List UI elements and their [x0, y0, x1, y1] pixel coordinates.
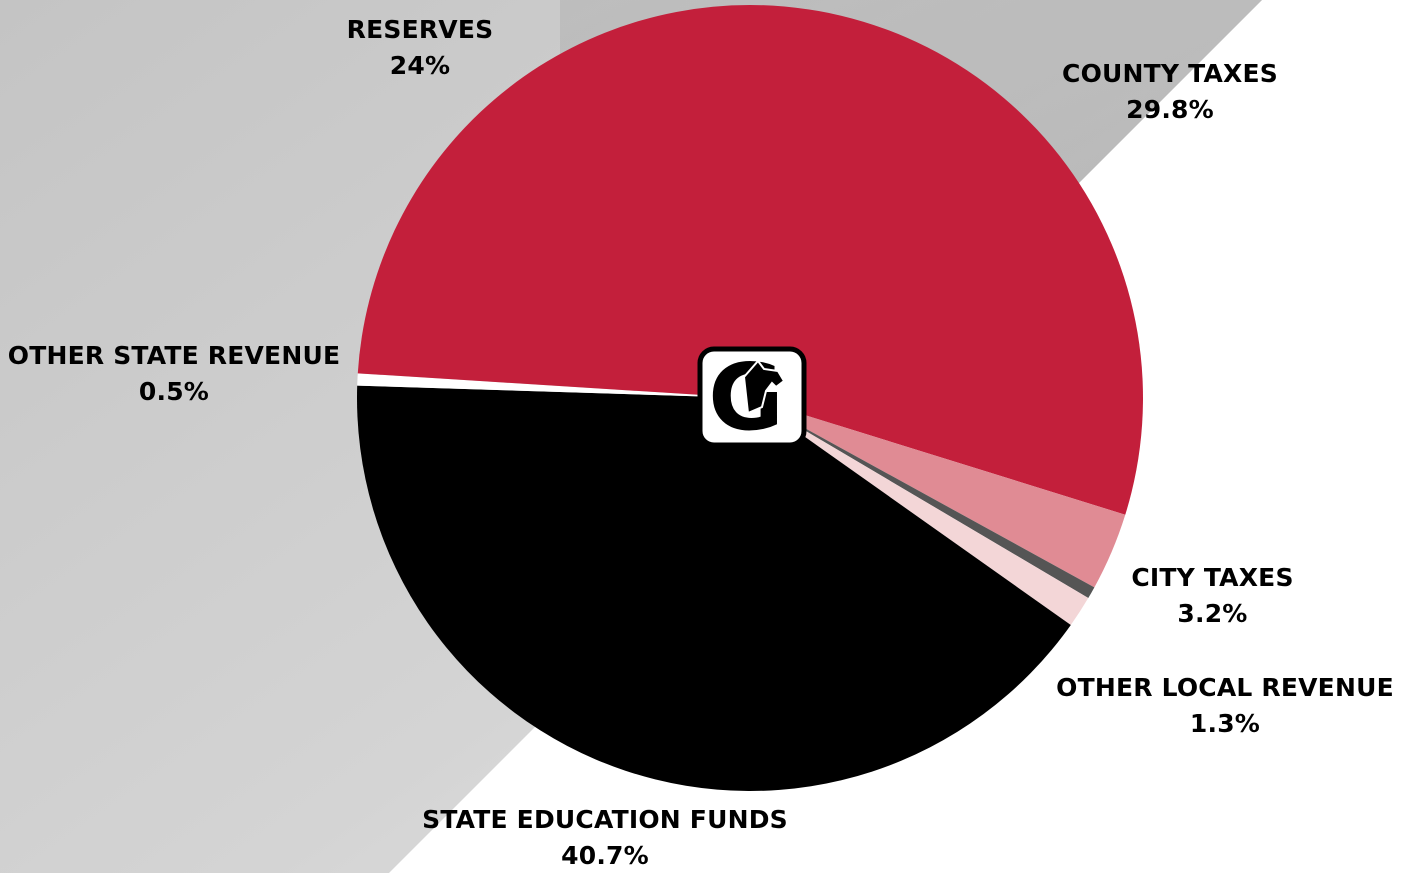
label-reserves-value: 24%: [389, 51, 451, 80]
pie-slices: [357, 5, 1143, 792]
pie-slice-other-state-revenue: [357, 373, 750, 398]
label-other-local-revenue-name: OTHER LOCAL REVENUE: [1056, 673, 1394, 702]
label-county-taxes: COUNTY TAXES 29.8%: [1040, 56, 1300, 128]
label-city-taxes-value: 3.2%: [1177, 599, 1248, 628]
label-county-taxes-name: COUNTY TAXES: [1062, 59, 1278, 88]
label-other-state-revenue-value: 0.5%: [138, 377, 210, 406]
pie-slice-city-taxes: [750, 398, 1126, 588]
logo-badge: G: [697, 344, 807, 451]
pie-slice-other-local-revenue-edge: [750, 398, 1095, 599]
label-other-state-revenue: OTHER STATE REVENUE 0.5%: [0, 338, 348, 410]
label-state-education-funds: STATE EDUCATION FUNDS 40.7%: [395, 802, 815, 874]
pie-slice-reserves: [357, 5, 750, 398]
pie-slice-other-local-revenue: [750, 398, 1089, 625]
pie-slice-county-taxes: [750, 5, 1143, 515]
mustang-head-icon: [742, 359, 786, 415]
label-reserves-name: RESERVES: [346, 15, 494, 44]
pie-slice-state-education-funds: [357, 385, 1071, 792]
label-state-education-funds-name: STATE EDUCATION FUNDS: [422, 805, 788, 834]
label-city-taxes: CITY TAXES 3.2%: [1100, 560, 1325, 632]
label-state-education-funds-value: 40.7%: [561, 841, 649, 870]
label-city-taxes-name: CITY TAXES: [1131, 563, 1294, 592]
label-other-local-revenue-value: 1.3%: [1189, 709, 1261, 738]
label-other-local-revenue: OTHER LOCAL REVENUE 1.3%: [1040, 670, 1410, 742]
label-county-taxes-value: 29.8%: [1126, 95, 1214, 124]
label-reserves: RESERVES 24%: [330, 12, 510, 84]
label-other-state-revenue-name: OTHER STATE REVENUE: [7, 341, 341, 370]
